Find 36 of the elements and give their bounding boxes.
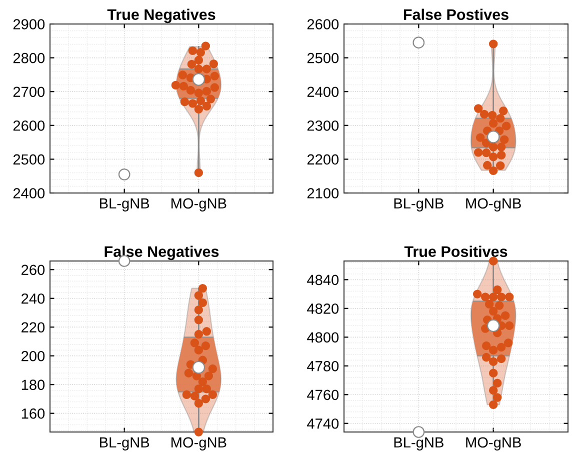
y-tick-label: 2600 xyxy=(13,120,45,131)
y-tick-label: 200 xyxy=(22,350,45,362)
x-tick-label: BL-gNB xyxy=(394,198,444,212)
y-tick-label: 2300 xyxy=(307,120,339,131)
chart-title: False Negatives xyxy=(104,246,219,260)
y-tick-label: 180 xyxy=(22,380,45,390)
chart-title: True Negatives xyxy=(107,8,216,24)
y-tick-label: 160 xyxy=(22,408,45,419)
y-tick-label: 4760 xyxy=(307,390,339,400)
y-tick-label: 2200 xyxy=(307,154,339,165)
y-tick-label: 2500 xyxy=(13,154,45,165)
y-tick-label: 2500 xyxy=(307,52,339,64)
y-tick-label: 4820 xyxy=(307,304,339,314)
chart-title: False Postives xyxy=(404,8,508,20)
y-tick-label: 2900 xyxy=(13,19,45,30)
x-tick-label: MO-gNB xyxy=(466,198,521,212)
x-tick-label: MO-gNB xyxy=(172,198,226,212)
y-tick-label: 4780 xyxy=(307,361,339,372)
x-tick-label: BL-gNB xyxy=(394,437,444,450)
y-tick-label: 4800 xyxy=(307,332,339,343)
y-tick-label: 2700 xyxy=(13,86,45,98)
y-tick-label: 2600 xyxy=(307,19,339,30)
chart-title: True Positives xyxy=(404,246,508,257)
y-tick-label: 4740 xyxy=(307,418,339,429)
y-tick-label: 2100 xyxy=(307,188,339,198)
y-tick-label: 2400 xyxy=(13,188,45,198)
y-tick-label: 2800 xyxy=(13,52,45,64)
x-tick-label: BL-gNB xyxy=(100,437,150,450)
y-tick-label: 4840 xyxy=(307,274,339,286)
x-tick-label: BL-gNB xyxy=(100,198,150,212)
y-tick-label: 220 xyxy=(22,322,45,333)
x-tick-label: MO-gNB xyxy=(172,437,226,450)
y-tick-label: 2400 xyxy=(307,86,339,98)
x-tick-label: MO-gNB xyxy=(466,437,521,450)
y-tick-label: 240 xyxy=(22,293,45,304)
y-tick-label: 260 xyxy=(22,264,45,276)
